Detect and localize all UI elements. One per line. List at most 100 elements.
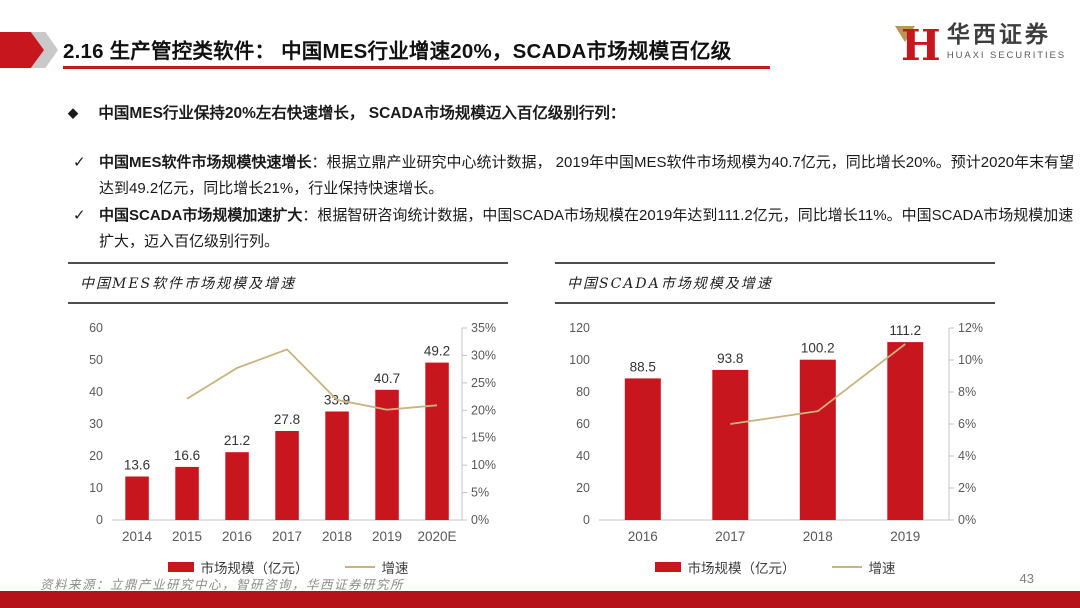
mes-chart-panel: 中国MES软件市场规模及增速 0 10 20 30 40 50 60 0% 5% 10% 15% 20… — [68, 262, 508, 577]
bar — [375, 389, 399, 520]
headline-text: 中国MES行业保持20%左右快速增长， SCADA市场规模迈入百亿级别行列： — [98, 105, 626, 122]
scada-chart-header: 中国SCADA市场规模及增速 — [555, 262, 995, 304]
svg-text:93.8: 93.8 — [717, 351, 743, 366]
svg-text:10: 10 — [89, 481, 103, 495]
bar — [225, 452, 249, 520]
svg-text:10%: 10% — [471, 458, 496, 472]
svg-text:13.6: 13.6 — [124, 458, 150, 473]
legend-bar-swatch-icon — [167, 562, 194, 572]
growth-line — [730, 343, 906, 425]
svg-text:2019: 2019 — [890, 529, 920, 544]
mes-chart: 0 10 20 30 40 50 60 0% 5% 10% 15% 20% 25% 30% 35% 13.6 2… — [89, 321, 496, 544]
bar — [175, 466, 199, 520]
legend-bar-swatch-icon — [654, 562, 681, 572]
huaxi-logo-mark-icon: H — [894, 21, 939, 66]
svg-text:60: 60 — [576, 417, 590, 431]
huaxi-logo: H 华西证券 HUAXI SECURITIES — [893, 18, 1066, 66]
page-title: 2.16 生产管控类软件： 中国MES行业增速20%，SCADA市场规模百亿级 — [63, 40, 732, 63]
mes-chart-legend: 市场规模（亿元） 增速 — [68, 557, 508, 577]
legend-item: 市场规模（亿元） — [654, 557, 796, 577]
legend-label: 市场规模（亿元） — [687, 561, 796, 576]
diamond-bullet-icon: ◆ — [68, 105, 78, 120]
svg-text:80: 80 — [576, 385, 590, 399]
svg-text:111.2: 111.2 — [889, 323, 921, 338]
svg-text:0: 0 — [583, 513, 590, 527]
bars: 88.5 2016 93.8 2017 100.2 2018 111.2 2019 — [624, 323, 924, 544]
footer-bar — [0, 591, 1080, 608]
huaxi-logo-text: 华西证券 HUAXI SECURITIES — [947, 23, 1066, 61]
svg-text:4%: 4% — [958, 449, 976, 463]
logo-cn: 华西证券 — [946, 21, 1051, 48]
source-note: 资料来源：立鼎产业研究中心，智研咨询，华西证券研究所 — [40, 577, 405, 592]
bullet-scada-body: ：根据智研咨询统计数据，中国SCADA市场规模在2019年达到111.2亿元，同… — [99, 207, 1074, 250]
svg-text:2015: 2015 — [172, 529, 202, 544]
svg-text:2016: 2016 — [222, 529, 252, 544]
svg-text:2%: 2% — [958, 481, 976, 495]
svg-text:30%: 30% — [471, 348, 496, 362]
legend-label: 市场规模（亿元） — [200, 561, 309, 576]
bullet-mes: ✓ 中国MES软件市场规模快速增长：根据立鼎产业研究中心统计数据， 2019年中… — [73, 150, 1077, 202]
legend-line-swatch-icon — [344, 566, 375, 568]
scada-chart: 0 20 40 60 80 100 120 0% 2% 4% 6% 8% 10% 12% 88.5 2016 9… — [569, 321, 983, 544]
svg-text:0: 0 — [96, 513, 103, 527]
svg-text:120: 120 — [569, 321, 590, 335]
svg-text:15%: 15% — [471, 431, 496, 445]
bar — [125, 476, 149, 520]
svg-text:2018: 2018 — [322, 529, 352, 544]
bullet-mes-body: ：根据立鼎产业研究中心统计数据， 2019年中国MES软件市场规模为40.7亿元… — [99, 154, 1075, 197]
svg-text:2014: 2014 — [122, 529, 153, 544]
svg-text:2018: 2018 — [803, 529, 833, 544]
bar — [624, 378, 661, 520]
scada-chart-legend: 市场规模（亿元） 增速 — [555, 557, 995, 577]
svg-text:40: 40 — [576, 449, 590, 463]
bullet-scada-lead: 中国SCADA市场规模加速扩大 — [99, 207, 303, 224]
legend-label: 增速 — [868, 561, 896, 576]
svg-text:50: 50 — [89, 353, 103, 367]
svg-text:2017: 2017 — [715, 529, 745, 544]
check-bullet-icon: ✓ — [73, 154, 86, 171]
svg-text:88.5: 88.5 — [630, 359, 656, 374]
legend-item: 增速 — [831, 557, 896, 577]
svg-text:20%: 20% — [471, 403, 496, 417]
svg-text:2020E: 2020E — [417, 529, 456, 544]
svg-text:10%: 10% — [958, 353, 983, 367]
title-underline — [63, 66, 770, 69]
check-bullet-icon: ✓ — [73, 207, 86, 224]
svg-text:35%: 35% — [471, 321, 496, 335]
scada-chart-panel: 中国SCADA市场规模及增速 0 20 40 60 80 100 120 0% 2% 4% 6% 8%… — [555, 262, 995, 577]
svg-text:H: H — [901, 21, 939, 66]
bullet-scada: ✓ 中国SCADA市场规模加速扩大：根据智研咨询统计数据，中国SCADA市场规模… — [73, 203, 1077, 255]
legend-label: 增速 — [381, 561, 409, 576]
svg-text:27.8: 27.8 — [274, 412, 300, 427]
svg-text:5%: 5% — [471, 486, 489, 500]
svg-text:40: 40 — [89, 385, 103, 399]
growth-line — [186, 348, 438, 411]
bar — [887, 342, 924, 520]
svg-text:40.7: 40.7 — [374, 371, 400, 386]
svg-text:0%: 0% — [471, 513, 489, 527]
headline: ◆ 中国MES行业保持20%左右快速增长， SCADA市场规模迈入百亿级别行列： — [68, 101, 1053, 123]
svg-text:2016: 2016 — [628, 529, 658, 544]
svg-text:20: 20 — [89, 449, 103, 463]
svg-text:20: 20 — [576, 481, 590, 495]
bar — [275, 431, 299, 520]
mes-chart-title: 中国MES软件市场规模及增速 — [80, 276, 297, 292]
svg-text:2017: 2017 — [272, 529, 302, 544]
legend-item: 市场规模（亿元） — [167, 557, 309, 577]
svg-text:60: 60 — [89, 321, 103, 335]
bar — [325, 411, 349, 520]
svg-text:16.6: 16.6 — [174, 448, 200, 463]
bullet-mes-lead: 中国MES软件市场规模快速增长 — [99, 154, 312, 171]
svg-text:6%: 6% — [958, 417, 976, 431]
svg-text:30: 30 — [89, 417, 103, 431]
logo-en: HUAXI SECURITIES — [946, 50, 1066, 61]
svg-text:0%: 0% — [958, 513, 976, 527]
bar — [712, 369, 749, 520]
svg-text:100.2: 100.2 — [801, 341, 835, 356]
svg-text:12%: 12% — [958, 321, 983, 335]
svg-text:49.2: 49.2 — [424, 344, 450, 359]
bars: 13.6201416.6201521.2201627.8201733.92018… — [122, 344, 457, 544]
svg-text:100: 100 — [569, 353, 590, 367]
svg-text:25%: 25% — [471, 376, 496, 390]
